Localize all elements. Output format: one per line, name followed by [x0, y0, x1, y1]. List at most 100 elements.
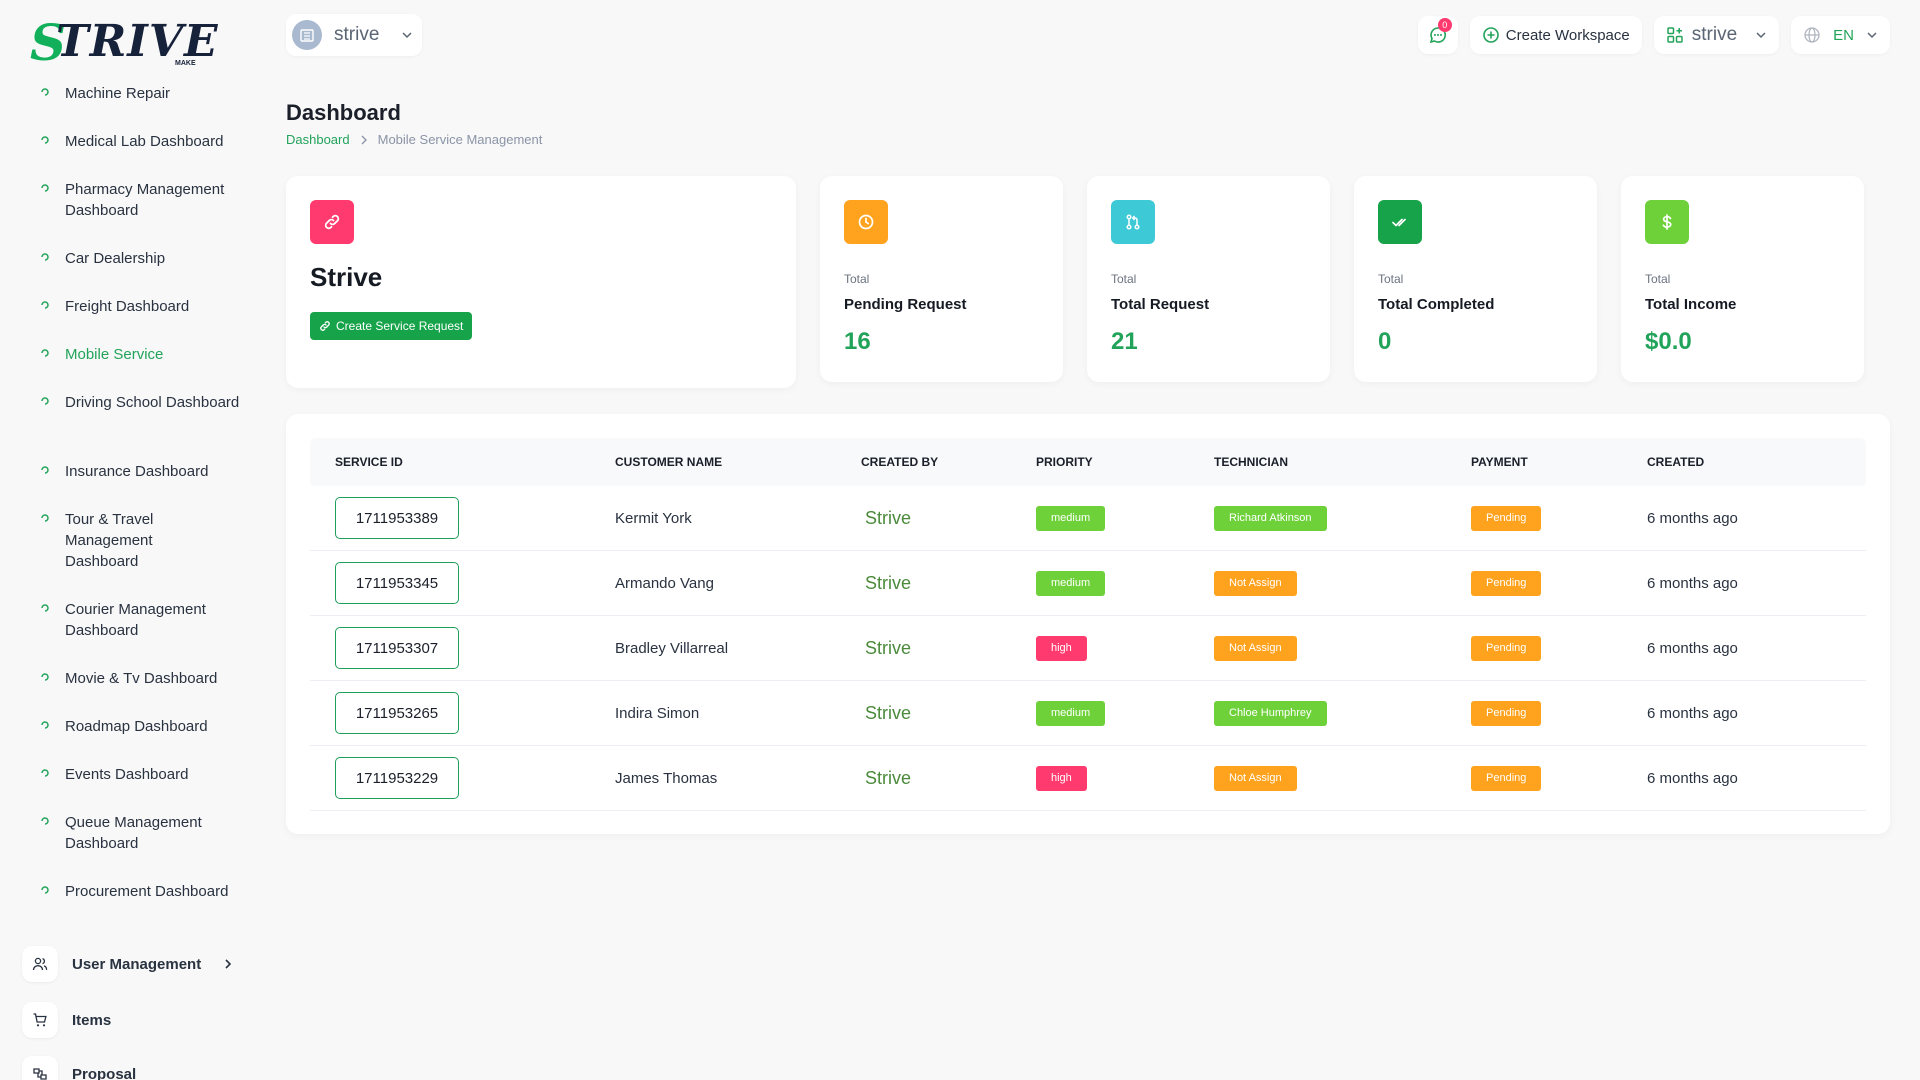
proposal-icon — [22, 1056, 58, 1080]
sidebar-item-proposal[interactable]: Proposal — [22, 1056, 136, 1080]
technician-badge: Not Assign — [1214, 570, 1297, 596]
plus-circle-icon — [1482, 27, 1499, 43]
column-header[interactable]: TECHNICIAN — [1214, 455, 1288, 469]
bullet-icon — [41, 604, 49, 612]
table-row: 1711953307 Bradley Villarreal Strive hig… — [310, 616, 1866, 681]
customer-name: Kermit York — [615, 509, 692, 527]
payment-badge: Pending — [1471, 505, 1542, 531]
table-header: SERVICE ID CUSTOMER NAME CREATED BY PRIO… — [310, 438, 1866, 486]
chevron-down-icon — [1756, 32, 1766, 39]
column-header[interactable]: CREATED — [1647, 455, 1705, 469]
service-id-button[interactable]: 1711953389 — [335, 497, 459, 539]
chevron-down-icon — [1867, 32, 1877, 39]
sidebar-item-car-dealership[interactable]: Car Dealership — [40, 248, 245, 269]
chat-button[interactable]: 0 — [1417, 16, 1458, 54]
bullet-icon — [41, 253, 49, 261]
bullet-icon — [41, 349, 49, 357]
workspace-menu[interactable]: strive — [1653, 16, 1780, 54]
sidebar-item-tour-travel[interactable]: Tour & Travel Management Dashboard — [40, 509, 165, 572]
column-header[interactable]: PAYMENT — [1471, 455, 1528, 469]
table-row: 1711953265 Indira Simon Strive medium Ch… — [310, 681, 1866, 746]
created-time: 6 months ago — [1647, 574, 1738, 592]
technician-badge: Richard Atkinson — [1214, 505, 1327, 531]
bullet-icon — [41, 466, 49, 474]
customer-name: Indira Simon — [615, 704, 700, 722]
page-title: Dashboard — [286, 100, 401, 125]
table-row: 1711953389 Kermit York Strive medium Ric… — [310, 486, 1866, 551]
bullet-icon — [41, 184, 49, 192]
sidebar-item-courier[interactable]: Courier Management Dashboard — [40, 599, 245, 641]
double-check-icon — [1378, 200, 1422, 244]
service-id-button[interactable]: 1711953265 — [335, 692, 459, 734]
sidebar-item-procurement[interactable]: Procurement Dashboard — [40, 881, 245, 902]
service-id-button[interactable]: 1711953307 — [335, 627, 459, 669]
strive-logo[interactable]: S TRIVE MAKE — [30, 13, 219, 72]
chevron-right-icon — [361, 135, 367, 144]
created-by: Strive — [865, 767, 912, 788]
payment-badge: Pending — [1471, 700, 1542, 726]
payment-badge: Pending — [1471, 570, 1542, 596]
sidebar-item-user-management[interactable]: User Management — [22, 946, 233, 982]
stat-card-total-request: Total Total Request 21 — [1087, 176, 1330, 382]
technician-badge: Chloe Humphrey — [1214, 700, 1327, 726]
column-header[interactable]: CREATED BY — [861, 455, 939, 469]
sidebar-item-freight[interactable]: Freight Dashboard — [40, 296, 245, 317]
link-icon — [320, 321, 330, 331]
customer-name: Bradley Villarreal — [615, 639, 729, 657]
stat-card-income: Total Total Income $0.0 — [1621, 176, 1864, 382]
welcome-card: Strive Create Service Request — [286, 176, 796, 388]
sidebar-item-roadmap[interactable]: Roadmap Dashboard — [40, 716, 245, 737]
chevron-right-icon — [225, 959, 232, 969]
created-by: Strive — [865, 702, 912, 723]
create-workspace-button[interactable]: Create Workspace — [1469, 16, 1642, 54]
language-selector[interactable]: EN — [1791, 16, 1890, 54]
sidebar-item-queue[interactable]: Queue Management Dashboard — [40, 812, 245, 854]
column-header[interactable]: PRIORITY — [1036, 455, 1093, 469]
pull-request-icon — [1111, 200, 1155, 244]
stat-label: Total Income — [1645, 296, 1737, 313]
bullet-icon — [41, 817, 49, 825]
sidebar-item-items[interactable]: Items — [22, 1002, 111, 1038]
column-header[interactable]: SERVICE ID — [335, 455, 403, 469]
payment-badge: Pending — [1471, 765, 1542, 791]
sidebar-item-insurance[interactable]: Insurance Dashboard — [40, 461, 245, 482]
priority-badge: medium — [1036, 700, 1106, 726]
stat-card-pending: Total Pending Request 16 — [820, 176, 1063, 382]
priority-badge: high — [1036, 765, 1087, 791]
breadcrumb-current: Mobile Service Management — [377, 132, 543, 147]
created-time: 6 months ago — [1647, 639, 1738, 657]
created-time: 6 months ago — [1647, 704, 1738, 722]
service-id-button[interactable]: 1711953345 — [335, 562, 459, 604]
bullet-icon — [41, 88, 49, 96]
breadcrumb-dashboard-link[interactable]: Dashboard — [286, 132, 350, 147]
create-service-request-button[interactable]: Create Service Request — [310, 312, 473, 340]
technician-badge: Not Assign — [1214, 635, 1297, 661]
workspace-switcher[interactable]: strive — [286, 14, 422, 56]
sidebar-item-pharmacy[interactable]: Pharmacy Management Dashboard — [40, 179, 245, 221]
sidebar-item-machine-repair[interactable]: Machine Repair — [40, 83, 245, 104]
bullet-icon — [41, 514, 49, 522]
sidebar: S TRIVE MAKE Machine Repair Medical Lab … — [0, 0, 270, 1080]
column-header[interactable]: CUSTOMER NAME — [615, 455, 723, 469]
users-icon — [22, 946, 58, 982]
welcome-title: Strive — [310, 262, 383, 292]
sidebar-item-driving-school[interactable]: Driving School Dashboard — [40, 392, 245, 413]
table-row: 1711953229 James Thomas Strive high Not … — [310, 746, 1866, 811]
sidebar-item-movie-tv[interactable]: Movie & Tv Dashboard — [40, 668, 245, 689]
bullet-icon — [41, 301, 49, 309]
priority-badge: medium — [1036, 570, 1106, 596]
bullet-icon — [41, 673, 49, 681]
sidebar-item-medical-lab[interactable]: Medical Lab Dashboard — [40, 131, 245, 152]
stat-value: 21 — [1111, 328, 1138, 355]
sidebar-item-events[interactable]: Events Dashboard — [40, 764, 245, 785]
created-by: Strive — [865, 507, 912, 528]
service-id-button[interactable]: 1711953229 — [335, 757, 459, 799]
cart-icon — [22, 1002, 58, 1038]
created-time: 6 months ago — [1647, 769, 1738, 787]
customer-name: Armando Vang — [615, 574, 714, 592]
sidebar-item-mobile-service[interactable]: Mobile Service — [40, 344, 245, 365]
technician-badge: Not Assign — [1214, 765, 1297, 791]
bullet-icon — [41, 397, 49, 405]
breadcrumb: Dashboard Mobile Service Management — [286, 132, 542, 147]
created-time: 6 months ago — [1647, 509, 1738, 527]
